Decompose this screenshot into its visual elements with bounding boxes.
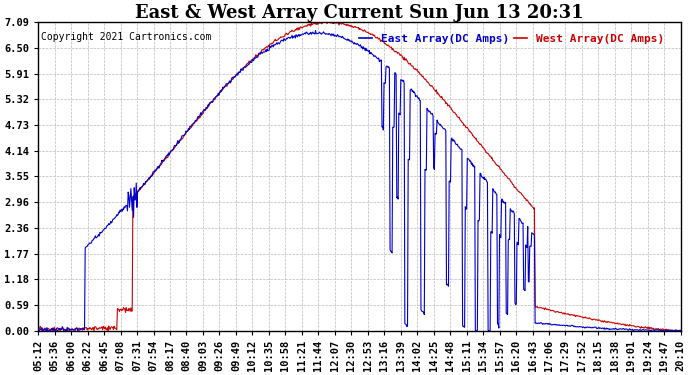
Text: Copyright 2021 Cartronics.com: Copyright 2021 Cartronics.com <box>41 32 212 42</box>
Title: East & West Array Current Sun Jun 13 20:31: East & West Array Current Sun Jun 13 20:… <box>135 4 584 22</box>
Legend: East Array(DC Amps), West Array(DC Amps): East Array(DC Amps), West Array(DC Amps) <box>355 29 669 48</box>
